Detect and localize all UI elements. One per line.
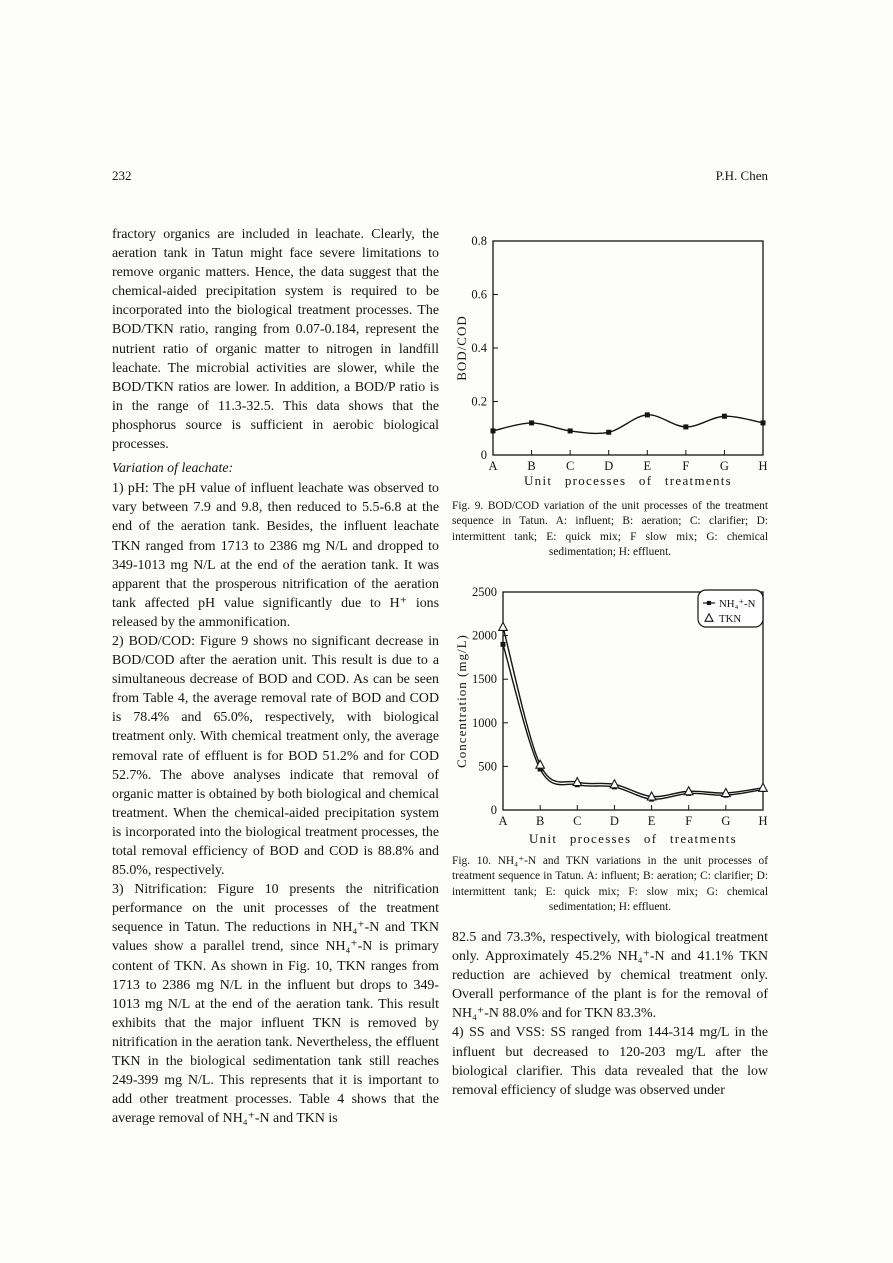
svg-text:B: B (536, 814, 544, 828)
svg-text:G: G (720, 459, 729, 473)
svg-text:A: A (488, 459, 497, 473)
svg-text:E: E (648, 814, 656, 828)
paragraph-organics: fractory organics are included in leacha… (112, 227, 439, 453)
svg-text:G: G (721, 814, 730, 828)
svg-text:H: H (758, 814, 767, 828)
fig9-bodcod-chart: 0 0.2 0.4 0.6 0.8 A B C D E F G H Unit processes of t… (454, 234, 768, 488)
svg-text:H: H (758, 459, 767, 473)
right-column: 0 0.2 0.4 0.6 0.8 A B C D E F G H Unit processes of t… (452, 227, 768, 1127)
svg-text:0: 0 (491, 803, 497, 817)
left-column: fractory organics are included in leacha… (112, 225, 439, 1128)
svg-text:C: C (573, 814, 581, 828)
running-head: 232 P.H. Chen (112, 168, 768, 184)
author-name: P.H. Chen (715, 168, 768, 183)
svg-text:TKN: TKN (719, 613, 741, 625)
svg-text:0.8: 0.8 (471, 234, 487, 248)
fig10-caption: Fig. 10. NH₄⁺-N and TKN variations in th… (452, 855, 768, 913)
section-heading-variation: Variation of leachate: (112, 461, 234, 477)
paragraph-ph: 1) pH: The pH value of influent leachate… (112, 481, 439, 630)
svg-text:Unit processes of treatments: Unit processes of treatments (524, 473, 732, 488)
fig9-caption: Fig. 9. BOD/COD variation of the unit pr… (452, 500, 768, 558)
svg-text:1500: 1500 (472, 672, 497, 686)
svg-text:2500: 2500 (472, 585, 497, 599)
svg-text:E: E (643, 459, 651, 473)
page-number: 232 (112, 168, 132, 183)
svg-text:BOD/COD: BOD/COD (454, 315, 469, 381)
svg-text:0.4: 0.4 (471, 341, 487, 355)
svg-text:D: D (604, 459, 613, 473)
svg-text:B: B (527, 459, 535, 473)
svg-text:C: C (566, 459, 574, 473)
paragraph-removal-rates: 82.5 and 73.3%, respectively, with biolo… (452, 930, 768, 1022)
right-column-text: 82.5 and 73.3%, respectively, with biolo… (452, 928, 768, 1100)
svg-text:D: D (610, 814, 619, 828)
svg-text:2000: 2000 (472, 629, 497, 643)
svg-text:Concentration (mg/L): Concentration (mg/L) (454, 634, 469, 768)
paragraph-bodcod: 2) BOD/COD: Figure 9 shows no significan… (112, 633, 439, 879)
svg-text:Unit processes of treatments: Unit processes of treatments (529, 831, 737, 846)
svg-text:500: 500 (478, 759, 497, 773)
svg-text:0.2: 0.2 (471, 395, 487, 409)
fig10-nh4-tkn-chart: 0 500 1000 1500 2000 2500 A B C D E F G H Unit process… (454, 585, 768, 846)
svg-text:0: 0 (481, 448, 487, 462)
svg-text:NH₄⁺-N: NH₄⁺-N (719, 598, 756, 610)
svg-text:1000: 1000 (472, 716, 497, 730)
paragraph-ss-vss: 4) SS and VSS: SS ranged from 144-314 mg… (452, 1025, 768, 1098)
svg-text:F: F (682, 459, 689, 473)
svg-text:A: A (498, 814, 507, 828)
svg-text:F: F (685, 814, 692, 828)
svg-text:0.6: 0.6 (471, 288, 487, 302)
paragraph-nitrification: 3) Nitrification: Figure 10 presents the… (112, 882, 439, 1127)
